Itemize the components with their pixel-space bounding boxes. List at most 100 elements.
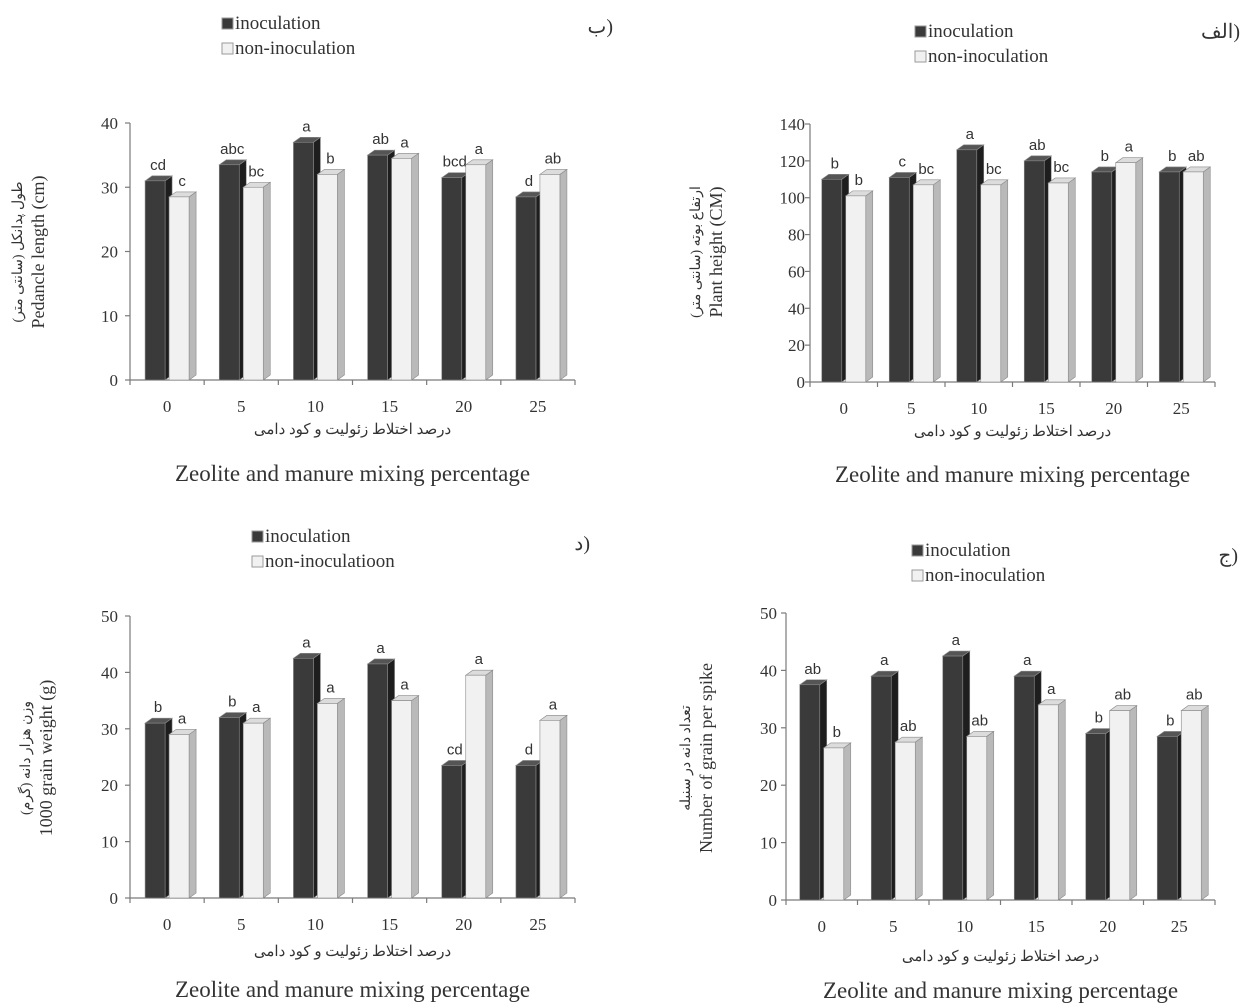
bar-front	[539, 720, 561, 899]
bar-front	[1115, 162, 1137, 383]
x-tick-label: 5	[237, 397, 246, 416]
bar-letter-label: ab	[971, 712, 988, 729]
bar-non-inoculation	[168, 728, 198, 899]
bar-inoculation	[870, 670, 900, 901]
bar-letter-label: a	[475, 651, 484, 668]
bar-front	[1085, 733, 1107, 901]
x-tick-label: 15	[1028, 917, 1045, 936]
bar-side	[914, 736, 923, 901]
x-tick-label: 15	[381, 915, 398, 934]
bar-side	[1200, 704, 1209, 901]
bar-letter-label: d	[525, 741, 533, 758]
x-tick-label: 5	[237, 915, 246, 934]
bar-front	[1091, 171, 1113, 383]
bar-letter-label: a	[475, 141, 484, 158]
bar-non-inoculation	[912, 179, 942, 383]
bar-non-inoculation	[242, 717, 272, 899]
bar-inoculation	[218, 159, 248, 381]
bar-front	[242, 186, 264, 381]
bar-letter-label: a	[1125, 139, 1134, 156]
x-axis-label-fa: درصد اختلاط زئولیت و کود دامی	[254, 944, 451, 960]
y-tick-label: 40	[101, 663, 118, 682]
bar-front	[1109, 710, 1131, 901]
bar-non-inoculation	[1037, 699, 1067, 901]
legend-swatch-non-inoculation	[911, 569, 924, 582]
bar-letter-label: a	[178, 710, 187, 727]
bar-letter-label: c	[178, 173, 186, 190]
legend-label: non-inoculatioon	[265, 551, 395, 572]
bar-letter-label: b	[1101, 148, 1109, 165]
legend: inoculation non-inoculation	[911, 540, 1046, 586]
panel-label: ب)	[588, 16, 614, 38]
bar-letter-label: a	[952, 632, 961, 649]
bar-non-inoculation	[965, 730, 995, 901]
bar-front	[367, 154, 388, 381]
bar-inoculation	[798, 679, 828, 901]
bar-side	[559, 168, 568, 381]
bar-side	[1129, 704, 1138, 901]
bar-letter-label: bc	[918, 161, 934, 178]
bar-front	[144, 180, 166, 381]
bar-side	[188, 728, 197, 899]
bar-letter-label: a	[252, 699, 261, 716]
legend-swatch-non-inoculation	[914, 50, 927, 63]
bar-letter-label: b	[1168, 148, 1176, 165]
bar-non-inoculation	[1182, 166, 1212, 383]
x-tick-label: 10	[970, 399, 987, 418]
bar-front	[367, 663, 388, 899]
bar-side	[1135, 157, 1144, 383]
bar-letter-label: b	[228, 694, 236, 711]
y-tick-label: 40	[788, 299, 805, 318]
bar-front	[1023, 160, 1045, 383]
bar-side	[262, 181, 271, 381]
y-tick-label: 120	[780, 152, 806, 171]
bar-inoculation	[440, 172, 470, 381]
bar-letter-label: b	[833, 724, 841, 741]
y-axis-label-fa: طول پدانکل (سانتی متر)	[11, 182, 26, 323]
y-axis-label-en: Number of grain per spike	[696, 663, 716, 853]
bar-non-inoculation	[979, 179, 1009, 383]
bar-letter-label: a	[302, 634, 311, 651]
bar-inoculation	[820, 173, 850, 383]
bar-letter-label: cd	[150, 157, 166, 174]
bar-inoculation	[366, 658, 396, 899]
legend-swatch-non-inoculation	[251, 555, 264, 568]
bar-side	[485, 669, 494, 899]
bar-non-inoculation	[1114, 157, 1144, 383]
y-tick-label: 20	[101, 776, 118, 795]
bar-side	[1202, 166, 1211, 383]
bar-inoculation	[144, 175, 174, 381]
x-tick-label: 25	[529, 397, 546, 416]
bar-side	[559, 714, 568, 899]
bar-front	[218, 717, 240, 899]
bar-non-inoculation	[1108, 704, 1138, 901]
bar-inoculation	[1013, 670, 1043, 901]
bar-letter-label: b	[831, 155, 839, 172]
x-tick-label: 25	[529, 915, 546, 934]
bar-letter-label: b	[1095, 710, 1103, 727]
bar-letter-label: a	[880, 652, 889, 669]
bar-letter-label: b	[326, 150, 334, 167]
bar-letter-label: c	[899, 153, 907, 170]
bar-side	[337, 697, 345, 899]
bar-letter-label: cd	[447, 741, 463, 758]
bar-front	[317, 703, 338, 899]
panel-label: الف)	[1201, 21, 1240, 43]
bar-front	[391, 700, 412, 899]
bar-non-inoculation	[1180, 704, 1210, 901]
y-tick-label: 60	[788, 262, 805, 281]
bar-non-inoculation	[316, 697, 346, 899]
bar-non-inoculation	[894, 736, 924, 901]
y-tick-label: 20	[788, 336, 805, 355]
bar-non-inoculation	[242, 181, 272, 381]
y-tick-label: 100	[780, 189, 806, 208]
bar-front	[441, 765, 463, 899]
bar-inoculation	[1084, 727, 1114, 901]
bar-letter-label: bc	[986, 161, 1002, 178]
y-axis-label-group: تعداد دانه در سنبله Number of grain per s…	[679, 663, 716, 853]
y-tick-label: 40	[760, 661, 777, 680]
bar-front	[1047, 182, 1069, 383]
bar-non-inoculation	[390, 152, 420, 381]
bar-front	[465, 164, 487, 381]
